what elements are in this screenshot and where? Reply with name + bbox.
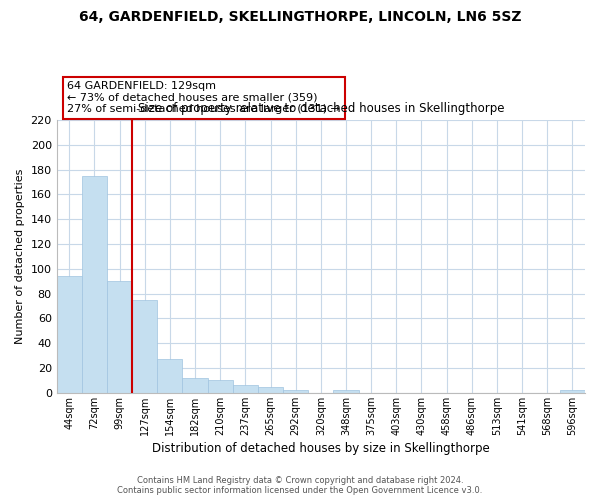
- Y-axis label: Number of detached properties: Number of detached properties: [15, 168, 25, 344]
- Bar: [233, 386, 258, 393]
- Bar: [182, 378, 208, 393]
- Bar: [157, 360, 182, 393]
- Bar: [258, 386, 283, 393]
- Bar: [208, 380, 233, 393]
- Text: Contains HM Land Registry data © Crown copyright and database right 2024.
Contai: Contains HM Land Registry data © Crown c…: [118, 476, 482, 495]
- Title: Size of property relative to detached houses in Skellingthorpe: Size of property relative to detached ho…: [137, 102, 504, 114]
- Bar: [334, 390, 359, 393]
- Text: 64, GARDENFIELD, SKELLINGTHORPE, LINCOLN, LN6 5SZ: 64, GARDENFIELD, SKELLINGTHORPE, LINCOLN…: [79, 10, 521, 24]
- Bar: [560, 390, 585, 393]
- Bar: [132, 300, 157, 393]
- Bar: [56, 276, 82, 393]
- Bar: [82, 176, 107, 393]
- Bar: [107, 281, 132, 393]
- Bar: [283, 390, 308, 393]
- X-axis label: Distribution of detached houses by size in Skellingthorpe: Distribution of detached houses by size …: [152, 442, 490, 455]
- Text: 64 GARDENFIELD: 129sqm
← 73% of detached houses are smaller (359)
27% of semi-de: 64 GARDENFIELD: 129sqm ← 73% of detached…: [67, 81, 340, 114]
